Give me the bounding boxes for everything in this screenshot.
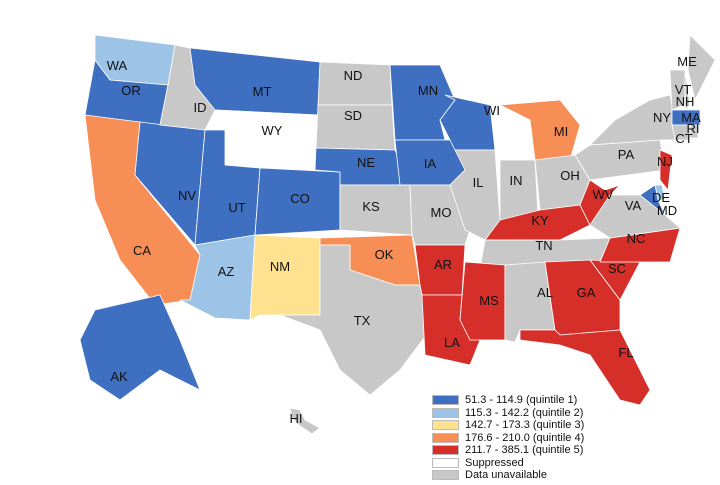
state-label-sd: SD — [344, 108, 362, 123]
legend-label: Data unavailable — [465, 469, 547, 482]
legend-item-q4: 176.6 - 210.0 (quintile 4) — [432, 432, 584, 445]
state-label-va: VA — [625, 198, 642, 213]
state-ak — [79, 294, 201, 401]
legend-item-q1: 51.3 - 114.9 (quintile 1) — [432, 394, 584, 407]
state-hi — [289, 407, 321, 435]
state-ny — [588, 94, 681, 146]
state-label-oh: OH — [560, 168, 580, 183]
state-md — [639, 184, 666, 216]
state-label-nv: NV — [178, 188, 196, 203]
legend-swatch — [432, 420, 459, 431]
state-label-ct: CT — [675, 131, 692, 146]
state-label-ma: MA — [681, 110, 701, 125]
state-in — [499, 159, 539, 221]
legend-swatch — [432, 407, 459, 418]
state-label-mi: MI — [554, 124, 568, 139]
legend-item-q5: 211.7 - 385.1 (quintile 5) — [432, 444, 584, 457]
state-label-nh: NH — [676, 94, 695, 109]
state-fl — [519, 329, 651, 406]
state-label-or: OR — [121, 83, 141, 98]
legend-swatch — [432, 457, 459, 468]
state-label-ia: IA — [424, 156, 437, 171]
state-label-nm: NM — [270, 259, 290, 274]
legend-item-q3: 142.7 - 173.3 (quintile 3) — [432, 419, 584, 432]
legend-item-na: Data unavailable — [432, 469, 584, 482]
legend-swatch — [432, 432, 459, 443]
state-label-ok: OK — [375, 247, 394, 262]
state-label-md: MD — [657, 203, 677, 218]
state-label-il: IL — [473, 175, 484, 190]
legend-item-sup: Suppressed — [432, 457, 584, 470]
legend-label: Suppressed — [465, 456, 524, 469]
state-label-ga: GA — [577, 285, 596, 300]
state-label-mo: MO — [431, 205, 452, 220]
state-label-nc: NC — [627, 231, 646, 246]
legend-label: 115.3 - 142.2 (quintile 2) — [465, 406, 584, 419]
state-label-ky: KY — [531, 213, 549, 228]
state-label-wv: WV — [593, 187, 614, 202]
state-label-de: DE — [652, 190, 670, 205]
state-label-ut: UT — [228, 200, 245, 215]
state-label-ny: NY — [653, 110, 671, 125]
state-label-al: AL — [537, 285, 553, 300]
state-label-pa: PA — [618, 147, 635, 162]
legend-label: 211.7 - 385.1 (quintile 5) — [465, 444, 584, 457]
state-label-wa: WA — [107, 58, 128, 73]
state-ri — [689, 124, 699, 139]
state-label-la: LA — [444, 335, 460, 350]
state-label-nd: ND — [344, 68, 363, 83]
legend-label: 142.7 - 173.3 (quintile 3) — [465, 419, 585, 432]
state-label-me: ME — [677, 54, 697, 69]
state-label-fl: FL — [618, 345, 633, 360]
state-label-co: CO — [290, 191, 310, 206]
state-label-ms: MS — [479, 293, 499, 308]
state-label-nj: NJ — [657, 154, 673, 169]
state-label-tn: TN — [535, 238, 552, 253]
state-label-tx: TX — [354, 313, 371, 328]
legend-item-q2: 115.3 - 142.2 (quintile 2) — [432, 407, 584, 420]
state-label-ks: KS — [362, 199, 380, 214]
legend: 51.3 - 114.9 (quintile 1) 115.3 - 142.2 (… — [432, 394, 584, 482]
state-label-mt: MT — [253, 84, 272, 99]
state-wy — [214, 109, 319, 171]
state-label-hi: HI — [290, 411, 303, 426]
state-label-wi: WI — [484, 103, 500, 118]
state-tx — [279, 244, 431, 396]
state-label-wy: WY — [262, 123, 283, 138]
state-nc — [599, 227, 681, 263]
state-label-ne: NE — [357, 155, 375, 170]
state-nh — [684, 69, 691, 111]
state-me — [687, 34, 716, 102]
state-label-ca: CA — [133, 243, 151, 258]
legend-label: 51.3 - 114.9 (quintile 1) — [465, 394, 578, 407]
state-label-az: AZ — [218, 264, 235, 279]
legend-swatch — [432, 445, 459, 456]
state-label-sc: SC — [608, 261, 626, 276]
legend-swatch — [432, 470, 459, 481]
state-nj — [659, 149, 673, 192]
state-ma — [671, 109, 701, 126]
legend-label: 176.6 - 210.0 (quintile 4) — [465, 431, 585, 444]
state-label-ak: AK — [110, 369, 128, 384]
state-nm — [249, 234, 321, 321]
state-label-ar: AR — [434, 257, 452, 272]
state-label-ri: RI — [687, 121, 700, 136]
state-ct — [671, 124, 691, 141]
state-ms — [459, 261, 506, 341]
state-il — [449, 149, 501, 241]
legend-swatch — [432, 395, 459, 406]
state-label-vt: VT — [675, 82, 692, 97]
state-label-in: IN — [510, 173, 523, 188]
state-label-id: ID — [194, 100, 207, 115]
state-label-mn: MN — [418, 83, 438, 98]
